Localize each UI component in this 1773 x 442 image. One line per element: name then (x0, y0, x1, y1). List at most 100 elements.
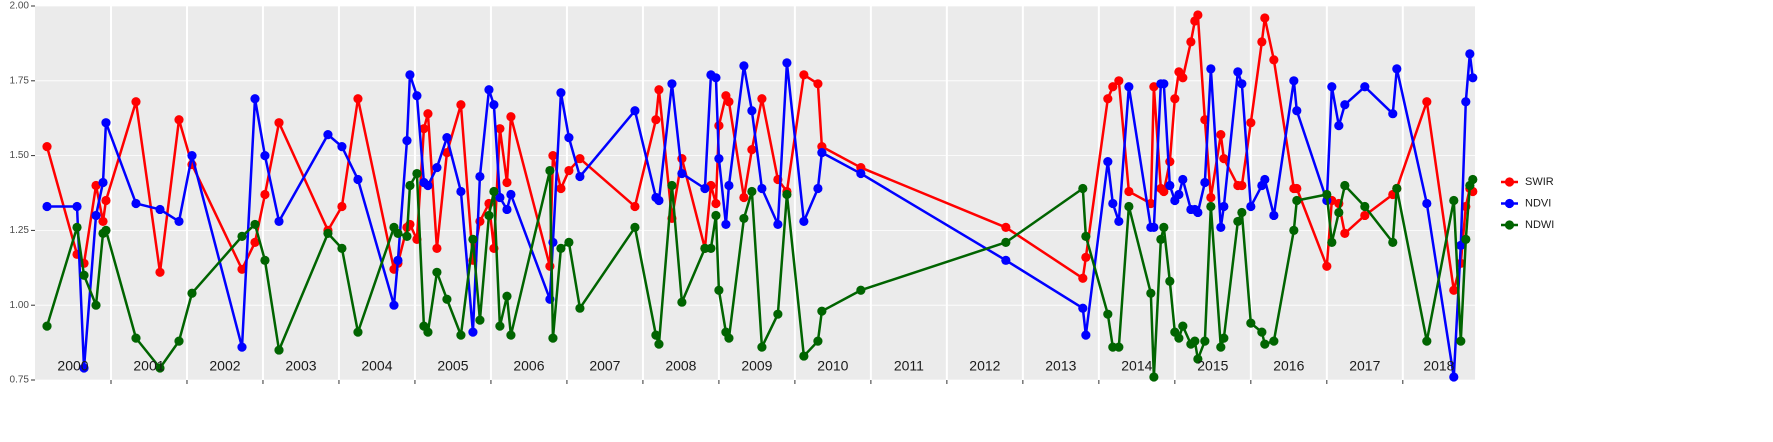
data-point (1081, 252, 1091, 262)
data-point (677, 297, 687, 307)
data-point (506, 330, 516, 340)
data-point (630, 106, 640, 116)
data-point (1468, 174, 1478, 185)
data-point (711, 73, 721, 83)
data-point (548, 237, 558, 247)
data-point (1360, 210, 1370, 221)
data-point (489, 186, 499, 197)
legend-label: SWIR (1525, 176, 1554, 188)
data-point (237, 264, 247, 274)
data-point (432, 243, 442, 253)
data-point (545, 165, 555, 176)
data-point (1149, 82, 1159, 92)
year-label: 2009 (741, 358, 772, 374)
data-point (91, 210, 101, 221)
year-label: 2000 (57, 358, 88, 374)
data-point (250, 219, 260, 230)
year-label: 2011 (894, 358, 924, 374)
data-point (1081, 330, 1091, 340)
data-point (1165, 180, 1175, 191)
data-point (1388, 237, 1398, 247)
data-point (1327, 237, 1337, 247)
data-point (456, 330, 466, 340)
data-point (739, 213, 749, 224)
data-point (556, 88, 566, 98)
data-point (1322, 189, 1332, 200)
data-point (1246, 118, 1256, 128)
data-point (495, 321, 505, 331)
year-label: 2007 (589, 358, 620, 374)
data-point (250, 94, 260, 104)
data-point (423, 109, 433, 119)
y-tick-label: 2.00 (10, 1, 30, 12)
data-point (1456, 336, 1466, 346)
data-point (1219, 153, 1229, 164)
data-point (1206, 201, 1216, 212)
data-point (1468, 73, 1478, 83)
data-point (174, 115, 184, 125)
data-point (1449, 285, 1459, 295)
data-point (260, 255, 270, 265)
data-point (757, 183, 767, 194)
data-point (1360, 201, 1370, 212)
data-point (1289, 225, 1299, 235)
data-point (237, 231, 247, 241)
data-point (654, 195, 664, 206)
data-point (1340, 100, 1350, 110)
data-point (1292, 195, 1302, 206)
data-point (564, 133, 574, 143)
data-point (654, 85, 664, 95)
data-point (432, 267, 442, 277)
data-point (1078, 273, 1088, 283)
data-point (1206, 64, 1216, 74)
legend-label: NDWI (1525, 219, 1554, 231)
data-point (667, 180, 677, 191)
data-point (237, 342, 247, 352)
data-point (131, 97, 141, 107)
data-point (1170, 94, 1180, 104)
data-point (1149, 222, 1159, 233)
data-point (739, 61, 749, 71)
data-point (677, 168, 687, 179)
data-point (817, 148, 827, 158)
data-point (856, 168, 866, 179)
data-point (575, 303, 585, 313)
data-point (654, 339, 664, 349)
data-point (1178, 73, 1188, 83)
data-point (1174, 189, 1184, 200)
data-point (1114, 216, 1124, 227)
data-point (782, 58, 792, 68)
data-point (337, 201, 347, 212)
data-point (1001, 237, 1011, 247)
data-point (393, 255, 403, 265)
data-point (856, 285, 866, 295)
data-point (1124, 186, 1134, 197)
data-point (423, 180, 433, 191)
data-point (1269, 55, 1279, 65)
data-point (1159, 222, 1169, 233)
data-point (1360, 82, 1370, 92)
year-label: 2003 (285, 358, 316, 374)
data-point (72, 201, 82, 212)
data-point (1124, 201, 1134, 212)
data-point (174, 336, 184, 346)
data-point (564, 237, 574, 247)
data-point (724, 333, 734, 343)
data-point (42, 142, 52, 152)
data-point (1216, 222, 1226, 233)
year-label: 2017 (1349, 358, 1380, 374)
data-point (260, 151, 270, 161)
data-point (724, 180, 734, 191)
data-point (174, 216, 184, 227)
data-point (423, 327, 433, 337)
data-point (442, 294, 452, 304)
data-point (42, 321, 52, 331)
data-point (405, 70, 415, 80)
data-point (548, 151, 558, 161)
data-point (353, 94, 363, 104)
data-point (813, 79, 823, 89)
data-point (337, 243, 347, 253)
data-point (813, 183, 823, 194)
data-point (484, 210, 494, 221)
data-point (1269, 210, 1279, 221)
